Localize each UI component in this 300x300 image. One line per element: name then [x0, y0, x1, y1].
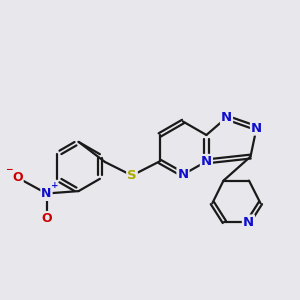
Text: N: N — [243, 215, 254, 229]
Text: N: N — [41, 187, 52, 200]
Text: O: O — [12, 171, 23, 184]
Text: +: + — [51, 181, 59, 190]
Text: O: O — [41, 212, 52, 225]
Text: N: N — [221, 111, 232, 124]
Text: N: N — [251, 122, 262, 135]
Text: S: S — [127, 169, 137, 182]
Text: −: − — [5, 165, 13, 174]
Text: N: N — [177, 168, 189, 181]
Text: N: N — [201, 155, 212, 168]
